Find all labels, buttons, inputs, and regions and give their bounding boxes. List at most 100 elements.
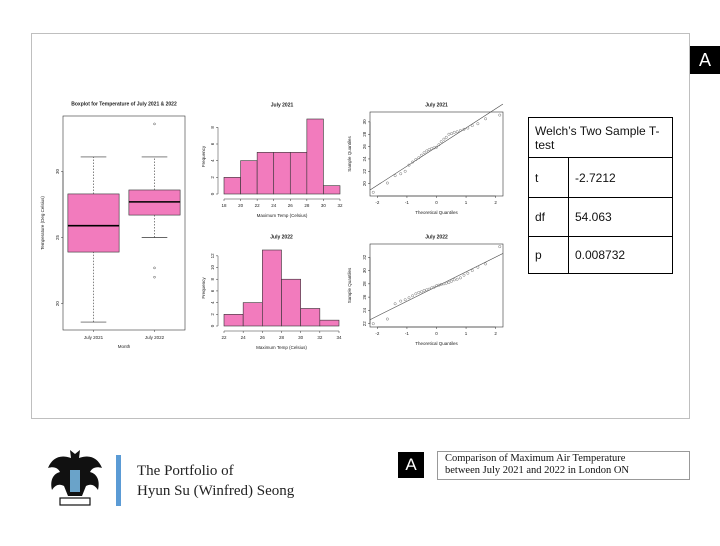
y-tick-label: 30	[362, 268, 367, 274]
point	[403, 169, 407, 173]
y-tick-label: 0	[210, 324, 215, 327]
portfolio-text: The Portfolio of Hyun Su (Winfred) Seong	[137, 461, 294, 501]
bar	[289, 152, 308, 195]
point	[385, 317, 389, 321]
x-tick-label: 18	[221, 203, 227, 208]
y-tick-label: 25	[55, 235, 60, 241]
point	[393, 302, 397, 306]
caption-tag: A	[398, 452, 424, 478]
y-tick-label: 4	[210, 301, 215, 304]
cell: 0.008732	[568, 236, 673, 274]
x-tick-label: 30	[321, 203, 327, 208]
caption-line: between July 2021 and 2022 in London ON	[445, 465, 630, 476]
plot-frame	[369, 243, 504, 328]
point	[444, 135, 448, 139]
y-axis-label: Sample Quantiles	[347, 135, 352, 171]
x-tick-label: 20	[238, 203, 244, 208]
bar	[256, 152, 275, 195]
point	[417, 291, 421, 294]
x-tick-label: 32	[337, 203, 343, 208]
point	[452, 278, 456, 282]
caption: Comparison of Maximum Air Temperature be…	[437, 451, 690, 480]
x-tick-label: -2	[375, 200, 379, 205]
point	[455, 277, 459, 281]
point	[450, 279, 454, 283]
caption-line: Comparison of Maximum Air Temperature	[445, 453, 626, 464]
x-tick-label: 2	[494, 331, 497, 336]
x-tick-label: -1	[405, 331, 409, 336]
bar	[223, 314, 244, 327]
y-tick-label: 4	[210, 159, 215, 162]
point	[411, 160, 415, 164]
bar	[281, 278, 301, 327]
logo	[48, 450, 102, 506]
x-tick-label: July 2022	[145, 335, 165, 340]
x-axis-label: Maximum Temp (Celsius)	[257, 213, 308, 218]
point	[498, 245, 502, 249]
y-tick-label: 30	[55, 168, 60, 174]
y-tick-label: 8	[210, 126, 215, 129]
point	[399, 172, 403, 176]
point	[458, 276, 462, 280]
point	[414, 292, 418, 296]
point	[452, 130, 456, 134]
x-tick-label: -1	[405, 200, 409, 205]
y-tick-label: 32	[362, 254, 367, 260]
y-tick-label: 28	[362, 131, 367, 137]
footer-line: Hyun Su (Winfred) Seong	[137, 483, 295, 499]
point	[476, 265, 480, 269]
point	[432, 285, 436, 289]
y-tick-label: 2	[210, 313, 215, 316]
x-tick-label: 24	[241, 335, 247, 340]
point	[430, 146, 434, 150]
content-frame	[31, 33, 690, 419]
y-tick-label: 24	[362, 156, 367, 162]
x-tick-label: 2	[494, 200, 497, 205]
y-tick-label: 2	[210, 176, 215, 179]
bar	[242, 302, 263, 327]
point	[462, 127, 466, 131]
t-test-table: Welch’s Two Sample T-test t -2.7212 df 54.…	[528, 117, 673, 274]
point	[403, 298, 407, 302]
bar	[319, 319, 340, 327]
x-axis-label: Theoretical Quantiles	[415, 210, 458, 215]
point	[439, 283, 443, 286]
x-tick-label: 28	[279, 335, 285, 340]
point	[455, 130, 459, 134]
point	[425, 288, 429, 292]
point	[407, 296, 411, 300]
x-tick-label: 1	[465, 331, 468, 336]
x-tick-label: 34	[336, 335, 342, 340]
accent-bar	[116, 455, 121, 506]
x-tick-label: 26	[288, 203, 294, 208]
y-tick-label: 20	[55, 301, 60, 307]
bar	[273, 152, 291, 195]
chart-title: Boxplot for Temperature of July 2021 & 2…	[71, 101, 177, 107]
point	[484, 262, 488, 266]
point	[466, 271, 470, 275]
x-axis-label: Month	[118, 344, 131, 349]
bar	[223, 177, 241, 195]
plot-frame	[369, 111, 504, 197]
point	[466, 126, 470, 130]
y-axis-label: Frequency	[201, 277, 206, 299]
point	[458, 129, 462, 132]
x-axis-label: Maximum Temp (Celsius)	[256, 345, 307, 350]
point	[447, 281, 451, 284]
y-axis-label: Temperature (Deg Celsius)	[40, 196, 45, 250]
chart-title: July 2022	[425, 234, 448, 240]
x-tick-label: 26	[260, 335, 266, 340]
y-tick-label: 6	[210, 289, 215, 292]
box	[67, 193, 120, 253]
point	[407, 163, 411, 167]
y-tick-label: 22	[362, 168, 367, 174]
y-tick-label: 22	[362, 321, 367, 327]
x-tick-label: 0	[435, 200, 438, 205]
y-tick-label: 0	[210, 192, 215, 195]
point	[425, 149, 429, 153]
point	[417, 156, 421, 160]
point	[439, 140, 443, 144]
bar	[323, 185, 341, 195]
